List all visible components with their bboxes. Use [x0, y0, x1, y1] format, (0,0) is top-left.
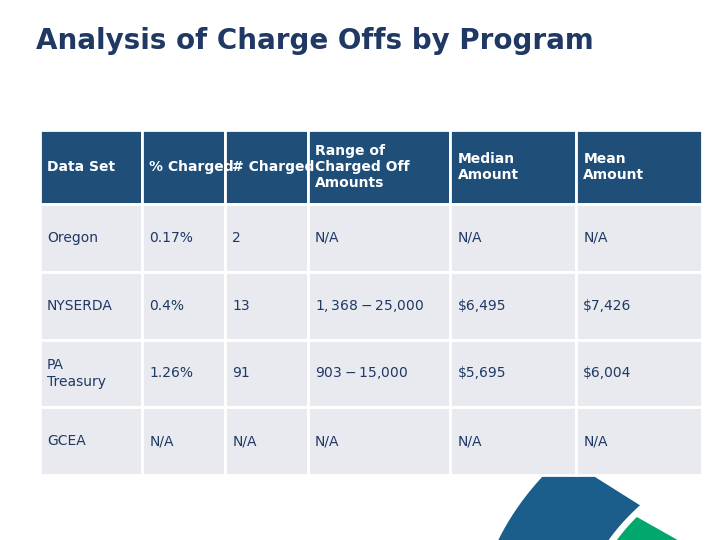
- Text: 2: 2: [233, 231, 241, 245]
- Text: $1,368-$25,000: $1,368-$25,000: [315, 298, 424, 314]
- Text: 0.17%: 0.17%: [150, 231, 194, 245]
- Text: 91: 91: [233, 367, 250, 381]
- Text: N/A: N/A: [583, 434, 608, 448]
- Text: Median
Amount: Median Amount: [457, 152, 518, 182]
- Text: PA
Treasury: PA Treasury: [47, 359, 106, 389]
- Text: 1.26%: 1.26%: [150, 367, 194, 381]
- Text: NYSERDA: NYSERDA: [47, 299, 112, 313]
- Polygon shape: [477, 457, 640, 540]
- Text: GCEA: GCEA: [47, 434, 86, 448]
- Text: Mean
Amount: Mean Amount: [583, 152, 644, 182]
- Text: $5,695: $5,695: [457, 367, 506, 381]
- Polygon shape: [583, 517, 711, 540]
- Text: Range of
Charged Off
Amounts: Range of Charged Off Amounts: [315, 144, 410, 190]
- Text: # Charged: # Charged: [233, 160, 315, 174]
- Text: % Charged: % Charged: [150, 160, 234, 174]
- Text: Data Set: Data Set: [47, 160, 115, 174]
- Text: N/A: N/A: [583, 231, 608, 245]
- Text: N/A: N/A: [150, 434, 174, 448]
- Text: N/A: N/A: [315, 231, 340, 245]
- Text: $903-$15,000: $903-$15,000: [315, 366, 408, 381]
- Text: N/A: N/A: [315, 434, 340, 448]
- Text: 13: 13: [233, 299, 250, 313]
- Text: Oregon: Oregon: [47, 231, 98, 245]
- Text: $6,495: $6,495: [457, 299, 506, 313]
- Text: $7,426: $7,426: [583, 299, 631, 313]
- Text: $6,004: $6,004: [583, 367, 631, 381]
- Text: 0.4%: 0.4%: [150, 299, 184, 313]
- Text: N/A: N/A: [233, 434, 257, 448]
- Text: N/A: N/A: [457, 231, 482, 245]
- Text: N/A: N/A: [457, 434, 482, 448]
- Text: Analysis of Charge Offs by Program: Analysis of Charge Offs by Program: [36, 27, 594, 55]
